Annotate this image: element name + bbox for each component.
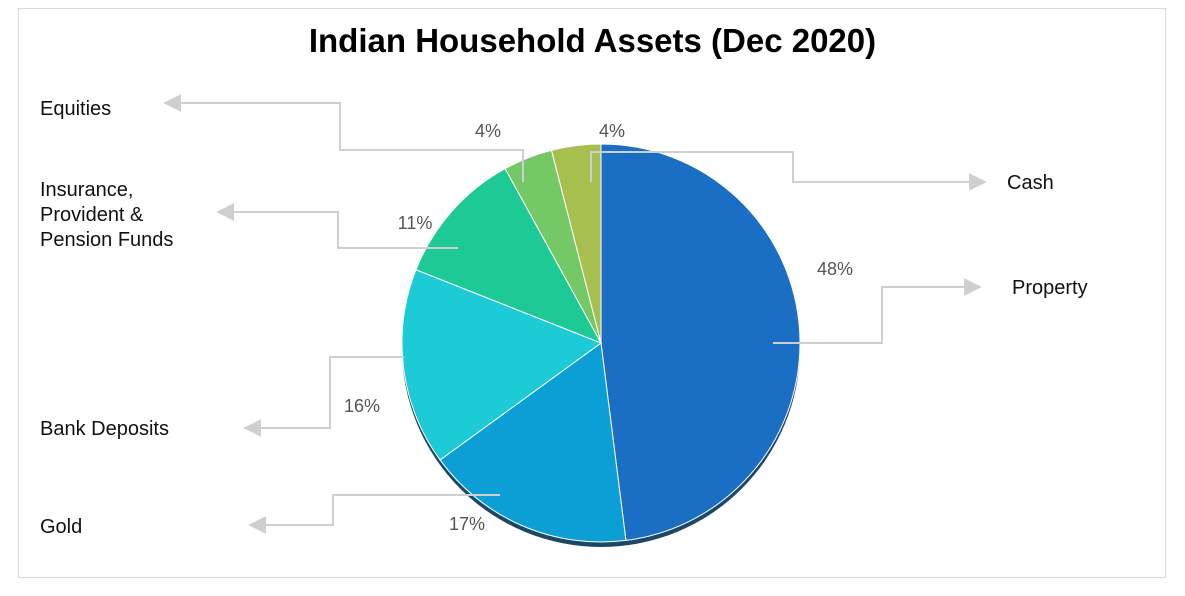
category-label: Gold (40, 516, 83, 538)
data-label: 17% (449, 514, 485, 534)
data-label: 48% (817, 259, 853, 279)
leader-line (590, 151, 987, 191)
pie-slice (401, 269, 603, 461)
category-label: Equities (40, 98, 112, 120)
data-label: 4% (599, 121, 625, 141)
pie-slice (439, 342, 627, 543)
pie-slice (600, 143, 801, 541)
leader-line (216, 203, 458, 249)
category-label: Property (1012, 277, 1088, 299)
leader-line (773, 278, 982, 344)
leader-line (243, 356, 404, 437)
pie-slice (415, 167, 603, 344)
data-label: 4% (475, 121, 501, 141)
leader-line (163, 94, 524, 182)
data-label: 16% (344, 396, 380, 416)
leader-line (248, 494, 500, 534)
category-label: Insurance, Provident & Pension Funds (40, 179, 174, 251)
pie-slice (550, 143, 602, 344)
category-label: Cash (1007, 172, 1054, 194)
chart-title: Indian Household Assets (Dec 2020) (308, 22, 877, 59)
data-label: 11% (398, 213, 433, 233)
category-label: Bank Deposits (40, 418, 169, 440)
